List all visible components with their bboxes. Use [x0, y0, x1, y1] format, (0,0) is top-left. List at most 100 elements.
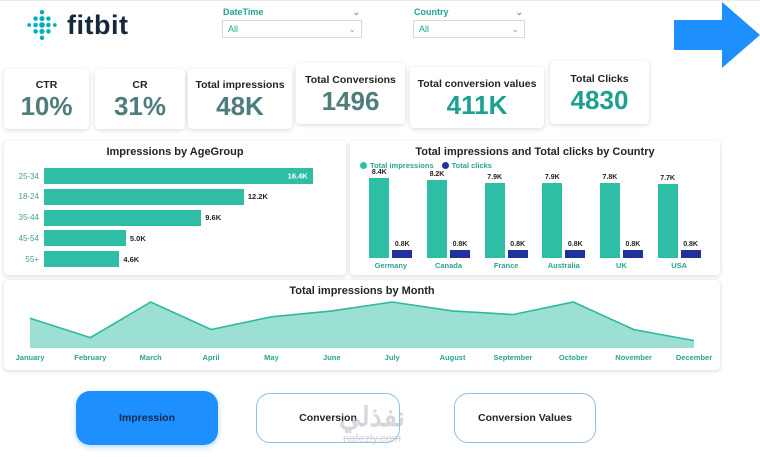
clicks-bar-Canada[interactable] [450, 250, 470, 258]
chevron-down-icon[interactable]: ⌄ [515, 9, 523, 15]
kpi-card-total-impressions: Total impressions 48K [188, 69, 292, 129]
bar-value-label: 7.9K [487, 174, 502, 181]
kpi-title: CTR [36, 79, 58, 91]
kpi-value: 48K [216, 93, 264, 120]
chart-title: Total impressions and Total clicks by Co… [350, 146, 720, 158]
age-bar-25-34[interactable]: 16.4K [44, 168, 313, 184]
kpi-title: Total Conversions [305, 74, 396, 86]
impressions-by-month-chart: Total impressions by Month JanuaryFebrua… [4, 280, 720, 370]
clicks-bar-UK[interactable] [623, 250, 643, 258]
bar-value-label: 7.8K [603, 174, 618, 181]
month-axis-label: December [676, 353, 712, 362]
country-axis-label: France [494, 261, 519, 270]
age-category-label: 55+ [12, 255, 39, 264]
country-axis-label: Canada [435, 261, 462, 270]
kpi-value: 411K [447, 92, 508, 119]
bar-value-label: 7.9K [545, 174, 560, 181]
month-axis-label: August [440, 353, 466, 362]
country-group-Canada: 8.2K0.8KCanada [425, 171, 471, 270]
kpi-card-total-clicks: Total Clicks 4830 [550, 61, 649, 124]
country-slicer-label: Country [414, 7, 449, 17]
country-bars: 8.4K0.8KGermany8.2K0.8KCanada7.9K0.8KFra… [362, 175, 708, 270]
country-group-France: 7.9K 0.8K France [483, 174, 529, 270]
kpi-card-total-conversions: Total Conversions 1496 [296, 63, 405, 124]
impressions-bar-UK[interactable] [600, 183, 620, 258]
impressions-bar-France[interactable] [485, 183, 505, 258]
age-bar-45-54[interactable] [44, 230, 126, 246]
kpi-card-cr: CR 31% [95, 69, 185, 129]
kpi-value: 10% [20, 93, 72, 120]
impression-button[interactable]: Impression [76, 391, 218, 445]
fitbit-marketing-dashboard: fitbit DateTime ⌄ All ⌄ Country ⌄ All ⌄ … [0, 0, 760, 457]
country-group-UK: 7.8K 0.8K UK [598, 174, 644, 270]
bar-value-label: 0.8K [395, 241, 410, 248]
kpi-title: Total conversion values [418, 78, 537, 90]
age-bar-55+[interactable] [44, 251, 119, 267]
month-axis-label: June [323, 353, 341, 362]
month-area-svg[interactable] [10, 296, 714, 352]
legend-total-clicks[interactable]: Total clicks [442, 161, 492, 170]
country-group-Australia: 7.9K 0.8K Australia [541, 174, 587, 270]
age-category-label: 25-34 [12, 172, 39, 181]
impressions-clicks-by-country-chart: Total impressions and Total clicks by Co… [350, 141, 720, 275]
month-axis-label: October [559, 353, 588, 362]
fitbit-logo-icon [26, 9, 58, 41]
country-axis-label: USA [671, 261, 687, 270]
chevron-down-icon: ⌄ [348, 26, 356, 32]
next-page-arrow-icon[interactable] [674, 1, 760, 71]
impressions-bar-Australia[interactable] [542, 183, 562, 258]
impressions-by-agegroup-chart: Impressions by AgeGroup 25-3416.4K18-241… [4, 141, 346, 275]
bar-value-label: 0.8K [510, 241, 525, 248]
age-bar-18-24[interactable] [44, 189, 244, 205]
kpi-title: Total impressions [195, 79, 284, 91]
chevron-down-icon[interactable]: ⌄ [352, 9, 360, 15]
datetime-slicer: DateTime ⌄ All ⌄ [222, 6, 362, 38]
logo-text: fitbit [67, 10, 128, 41]
bar-value-label: 7.7K [660, 175, 675, 182]
fitbit-logo: fitbit [26, 9, 128, 41]
month-axis-label: November [615, 353, 652, 362]
bar-value-label: 8.2K [430, 171, 445, 178]
age-bar-value: 5.0K [130, 234, 146, 243]
bar-value-label: 8.4K [372, 169, 387, 176]
kpi-title: CR [132, 79, 147, 91]
bar-value-label: 0.8K [568, 241, 583, 248]
country-axis-label: UK [616, 261, 627, 270]
month-axis-labels: JanuaryFebruaryMarchAprilMayJuneJulyAugu… [10, 353, 714, 365]
clicks-bar-Australia[interactable] [565, 250, 585, 258]
datetime-slicer-dropdown[interactable]: All ⌄ [222, 20, 362, 38]
impressions-bar-Canada[interactable] [427, 180, 447, 258]
month-axis-label: March [140, 353, 162, 362]
impressions-bar-Germany[interactable] [369, 178, 389, 258]
country-slicer: Country ⌄ All ⌄ [413, 6, 525, 38]
clicks-bar-USA[interactable] [681, 250, 701, 258]
bar-value-label: 0.8K [626, 241, 641, 248]
month-axis-label: September [494, 353, 533, 362]
age-bar-value: 4.6K [123, 255, 139, 264]
country-axis-label: Australia [548, 261, 580, 270]
country-axis-label: Germany [375, 261, 408, 270]
country-slicer-dropdown[interactable]: All ⌄ [413, 20, 525, 38]
conversion-values-button[interactable]: Conversion Values [454, 393, 596, 443]
month-area-plot [10, 296, 714, 357]
datetime-slicer-label: DateTime [223, 7, 263, 17]
country-slicer-value: All [419, 24, 429, 34]
datetime-slicer-value: All [228, 24, 238, 34]
month-axis-label: February [74, 353, 106, 362]
chart-title: Impressions by AgeGroup [4, 146, 346, 158]
age-bar-35-44[interactable] [44, 210, 201, 226]
conversion-button[interactable]: Conversion [256, 393, 400, 443]
age-bar-value: 9.6K [205, 213, 221, 222]
age-category-label: 45-54 [12, 234, 39, 243]
country-group-Germany: 8.4K 0.8K Germany [368, 169, 414, 270]
bar-value-label: 0.8K [683, 241, 698, 248]
month-axis-label: January [16, 353, 45, 362]
clicks-bar-Germany[interactable] [392, 250, 412, 258]
age-bar-value: 16.4K [288, 172, 308, 181]
clicks-bar-France[interactable] [508, 250, 528, 258]
month-axis-label: July [385, 353, 400, 362]
kpi-title: Total Clicks [570, 73, 628, 85]
kpi-value: 1496 [322, 88, 380, 115]
age-category-label: 35-44 [12, 213, 39, 222]
impressions-bar-USA[interactable] [658, 184, 678, 258]
